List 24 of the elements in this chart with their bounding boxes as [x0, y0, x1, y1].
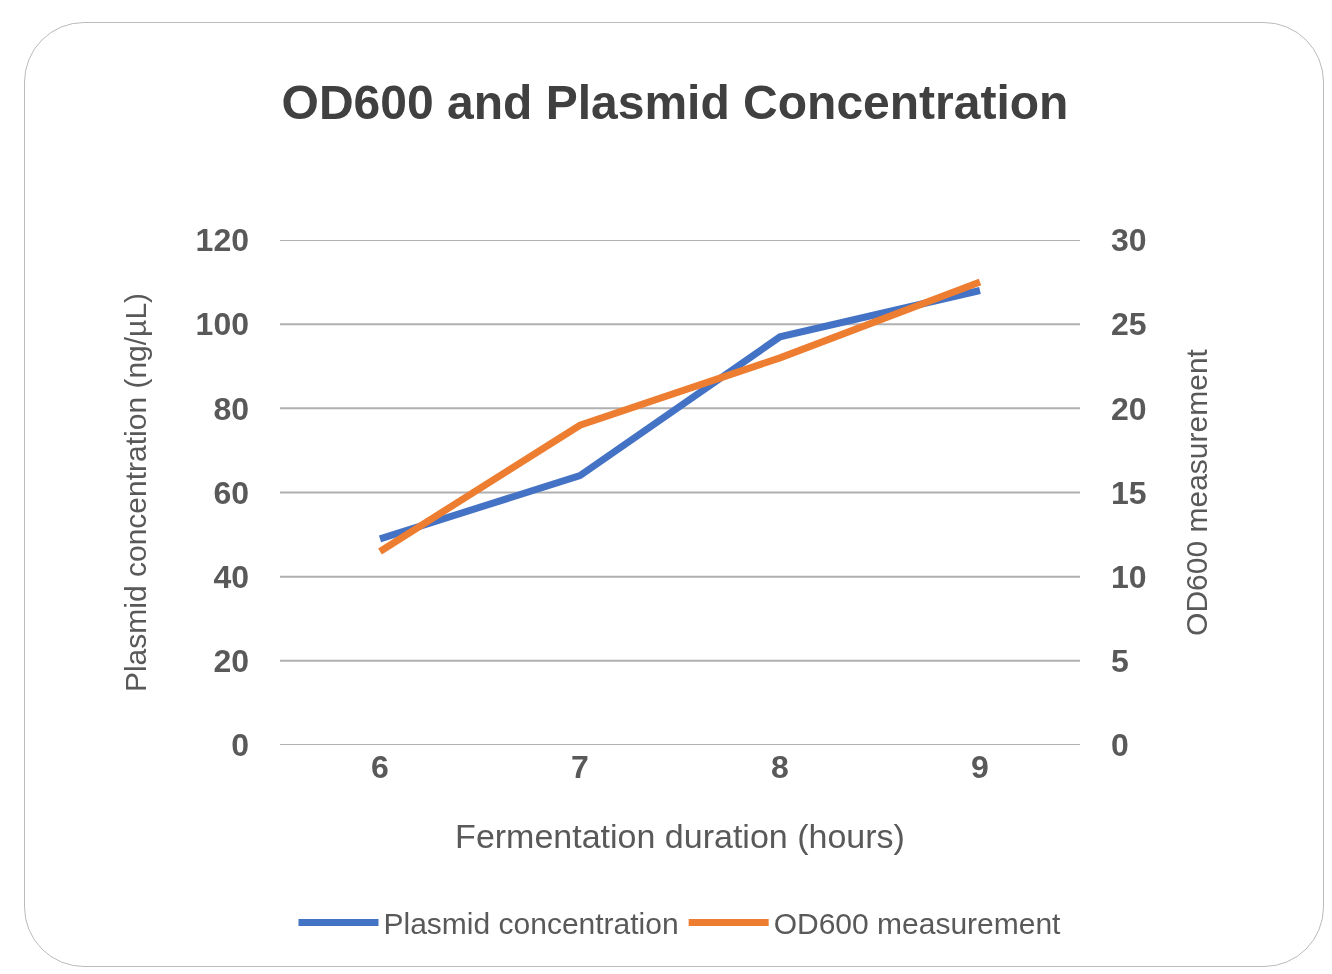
y2-tick-label: 10 — [1111, 558, 1147, 595]
y2-tick-label: 30 — [1111, 222, 1147, 259]
y2-tick-label: 25 — [1111, 306, 1147, 343]
y-axis-title: Plasmid concentration (ng/µL) — [118, 292, 152, 693]
x-tick-label: 6 — [371, 749, 389, 785]
x-tick-label: 8 — [771, 749, 789, 785]
y2-tick-label: 5 — [1111, 643, 1129, 680]
x-tick-label: 7 — [571, 749, 589, 785]
x-tick-label: 9 — [971, 749, 989, 785]
y2-tick-label: 20 — [1111, 390, 1147, 427]
legend-label: OD600 measurement — [773, 907, 1062, 941]
y-tick-label: 0 — [231, 727, 249, 764]
y2-tick-label: 15 — [1111, 474, 1147, 511]
legend-label: Plasmid concentration — [383, 907, 679, 941]
y2-tick-label: 0 — [1111, 727, 1129, 764]
y-tick-label: 40 — [213, 558, 249, 595]
y-tick-label: 60 — [213, 474, 249, 511]
y-tick-label: 80 — [213, 390, 249, 427]
y-tick-label: 100 — [195, 306, 249, 343]
chart-title: OD600 and Plasmid Concentration — [281, 76, 1069, 130]
x-axis-title: Fermentation duration (hours) — [455, 817, 905, 856]
y2-axis-title: OD600 measurement — [1180, 348, 1214, 636]
y-tick-label: 20 — [213, 643, 249, 680]
y-tick-label: 120 — [195, 222, 249, 259]
